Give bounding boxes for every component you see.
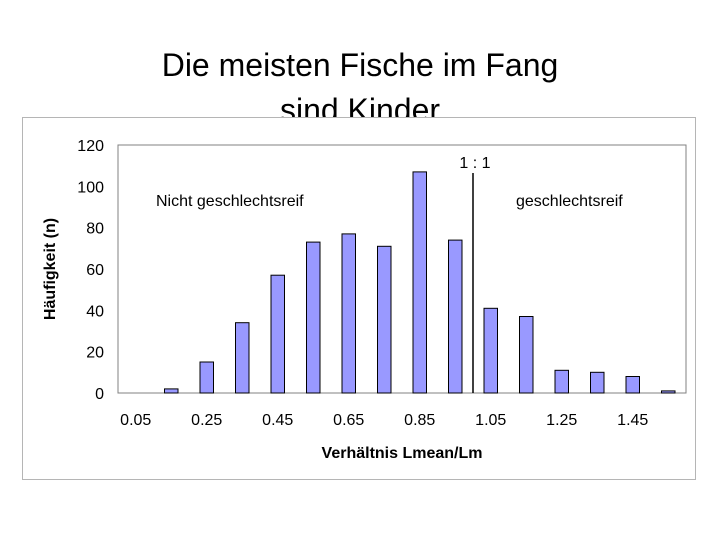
y-tick-20: 20	[86, 345, 104, 362]
bar-0.45	[270, 274, 285, 394]
slide-title: Die meisten Fische im Fang sind Kinder	[0, 43, 720, 133]
bar-1.25	[554, 369, 569, 394]
x-tick-0.65: 0.65	[333, 412, 364, 429]
x-tick-0.45: 0.45	[262, 412, 293, 429]
slide-title-line1: Die meisten Fische im Fang	[161, 47, 559, 84]
x-tick-labels: 0.05 0.25 0.45 0.65 0.85 1.05 1.25 1.45	[120, 412, 648, 429]
y-tick-0: 0	[95, 386, 104, 403]
y-tick-120: 120	[77, 138, 104, 155]
x-tick-0.05: 0.05	[120, 412, 151, 429]
x-tick-0.85: 0.85	[404, 412, 435, 429]
y-tick-100: 100	[77, 179, 104, 196]
bar-0.25	[199, 361, 214, 394]
annotation-mature: geschlechtsreif	[516, 193, 623, 210]
y-tick-40: 40	[86, 303, 104, 320]
y-tick-labels: 0 20 40 60 80 100 120	[77, 138, 104, 403]
bar-1.55	[661, 390, 676, 394]
bar-0.85	[412, 171, 427, 394]
y-tick-60: 60	[86, 262, 104, 279]
x-tick-1.25: 1.25	[546, 412, 577, 429]
annotation-not-mature: Nicht geschlechtsreif	[156, 193, 304, 210]
bar-1.35	[590, 371, 605, 394]
bar-1.05	[483, 307, 498, 394]
bar-0.65	[341, 233, 356, 394]
y-axis-title: Häufigkeit (n)	[42, 218, 59, 320]
bar-0.15	[164, 388, 179, 394]
x-tick-1.45: 1.45	[617, 412, 648, 429]
histogram-chart: 0 20 40 60 80 100 120 0.05 0.25 0.45 0.65 0.85 1.05…	[42, 138, 687, 462]
bar-1.15	[519, 316, 534, 394]
bar-1.45	[625, 376, 640, 394]
y-tick-80: 80	[86, 221, 104, 238]
bar-0.55	[306, 241, 321, 394]
bar-0.95	[448, 239, 463, 394]
x-tick-1.05: 1.05	[475, 412, 506, 429]
x-axis-title: Verhältnis Lmean/Lm	[322, 445, 483, 462]
bars-layer	[164, 171, 676, 394]
bar-0.75	[377, 245, 392, 394]
bar-0.35	[235, 322, 250, 394]
reference-line-label: 1 : 1	[459, 155, 490, 172]
plot-area	[117, 144, 687, 394]
x-tick-0.25: 0.25	[191, 412, 222, 429]
